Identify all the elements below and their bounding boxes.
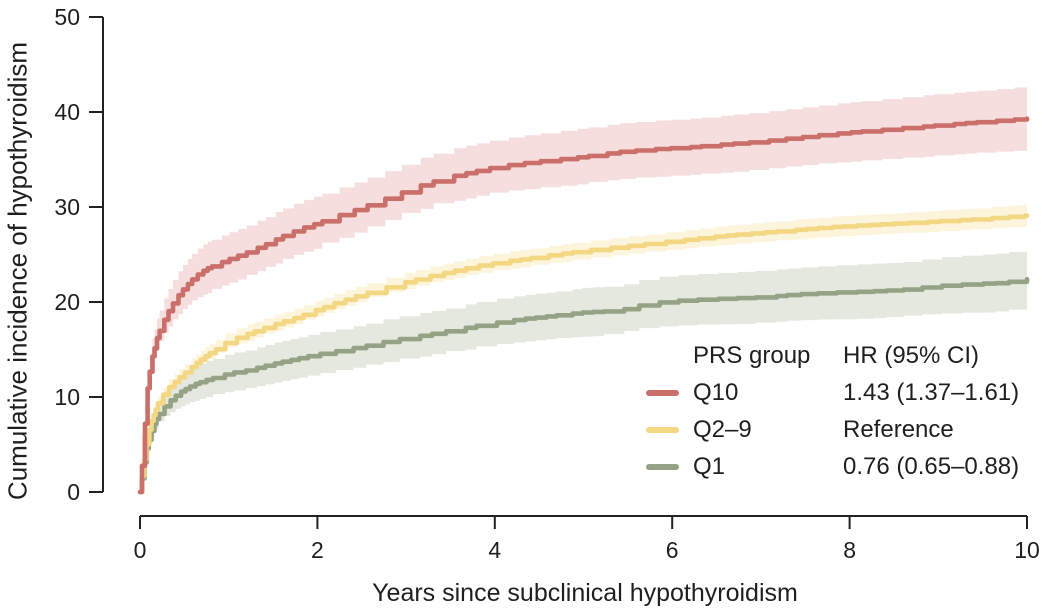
legend-header-spacer [646, 337, 693, 374]
y-tick-label: 30 [54, 194, 80, 220]
legend-header-hr: HR (95% CI) [843, 342, 980, 369]
legend-value-q1: 0.76 (0.65–0.88) [843, 453, 1020, 480]
legend-swatch-q1 [646, 448, 693, 485]
legend-swatch-q2-9 [646, 411, 693, 448]
x-tick-label: 4 [488, 537, 501, 563]
y-tick-label: 40 [54, 99, 80, 125]
legend-value-q10: 1.43 (1.37–1.61) [843, 379, 1020, 406]
legend-value-q2-9: Reference [843, 416, 954, 443]
y-axis-title: Cumulative incidence of hypothyroidism [2, 41, 33, 501]
x-tick-label: 6 [666, 537, 679, 563]
x-tick-label: 0 [134, 537, 147, 563]
legend-label-q1: Q1 [693, 453, 726, 480]
x-tick-label: 8 [843, 537, 856, 563]
y-tick-label: 0 [67, 479, 80, 505]
x-tick-label: 10 [1014, 537, 1040, 563]
y-tick-label: 10 [54, 384, 80, 410]
legend-label-q10: Q10 [693, 379, 739, 406]
series-q10-ci-band [140, 86, 1027, 489]
legend-label-q2-9: Q2–9 [693, 416, 752, 443]
series-q1-ci-band [140, 248, 1027, 490]
y-tick-label: 50 [54, 4, 80, 30]
legend-swatch-q10 [646, 374, 693, 411]
y-tick-label: 20 [54, 289, 80, 315]
legend: PRS group HR (95% CI) Q10 1.43 (1.37–1.6… [646, 337, 1019, 485]
series-q2-9-curve [137, 213, 1030, 495]
x-axis-title: Years since subclinical hypothyroidism [372, 579, 798, 607]
series-q1-curve [137, 276, 1030, 495]
x-tick-label: 2 [311, 537, 324, 563]
legend-header-group: PRS group [693, 342, 811, 369]
series-q10-curve [137, 116, 1030, 495]
